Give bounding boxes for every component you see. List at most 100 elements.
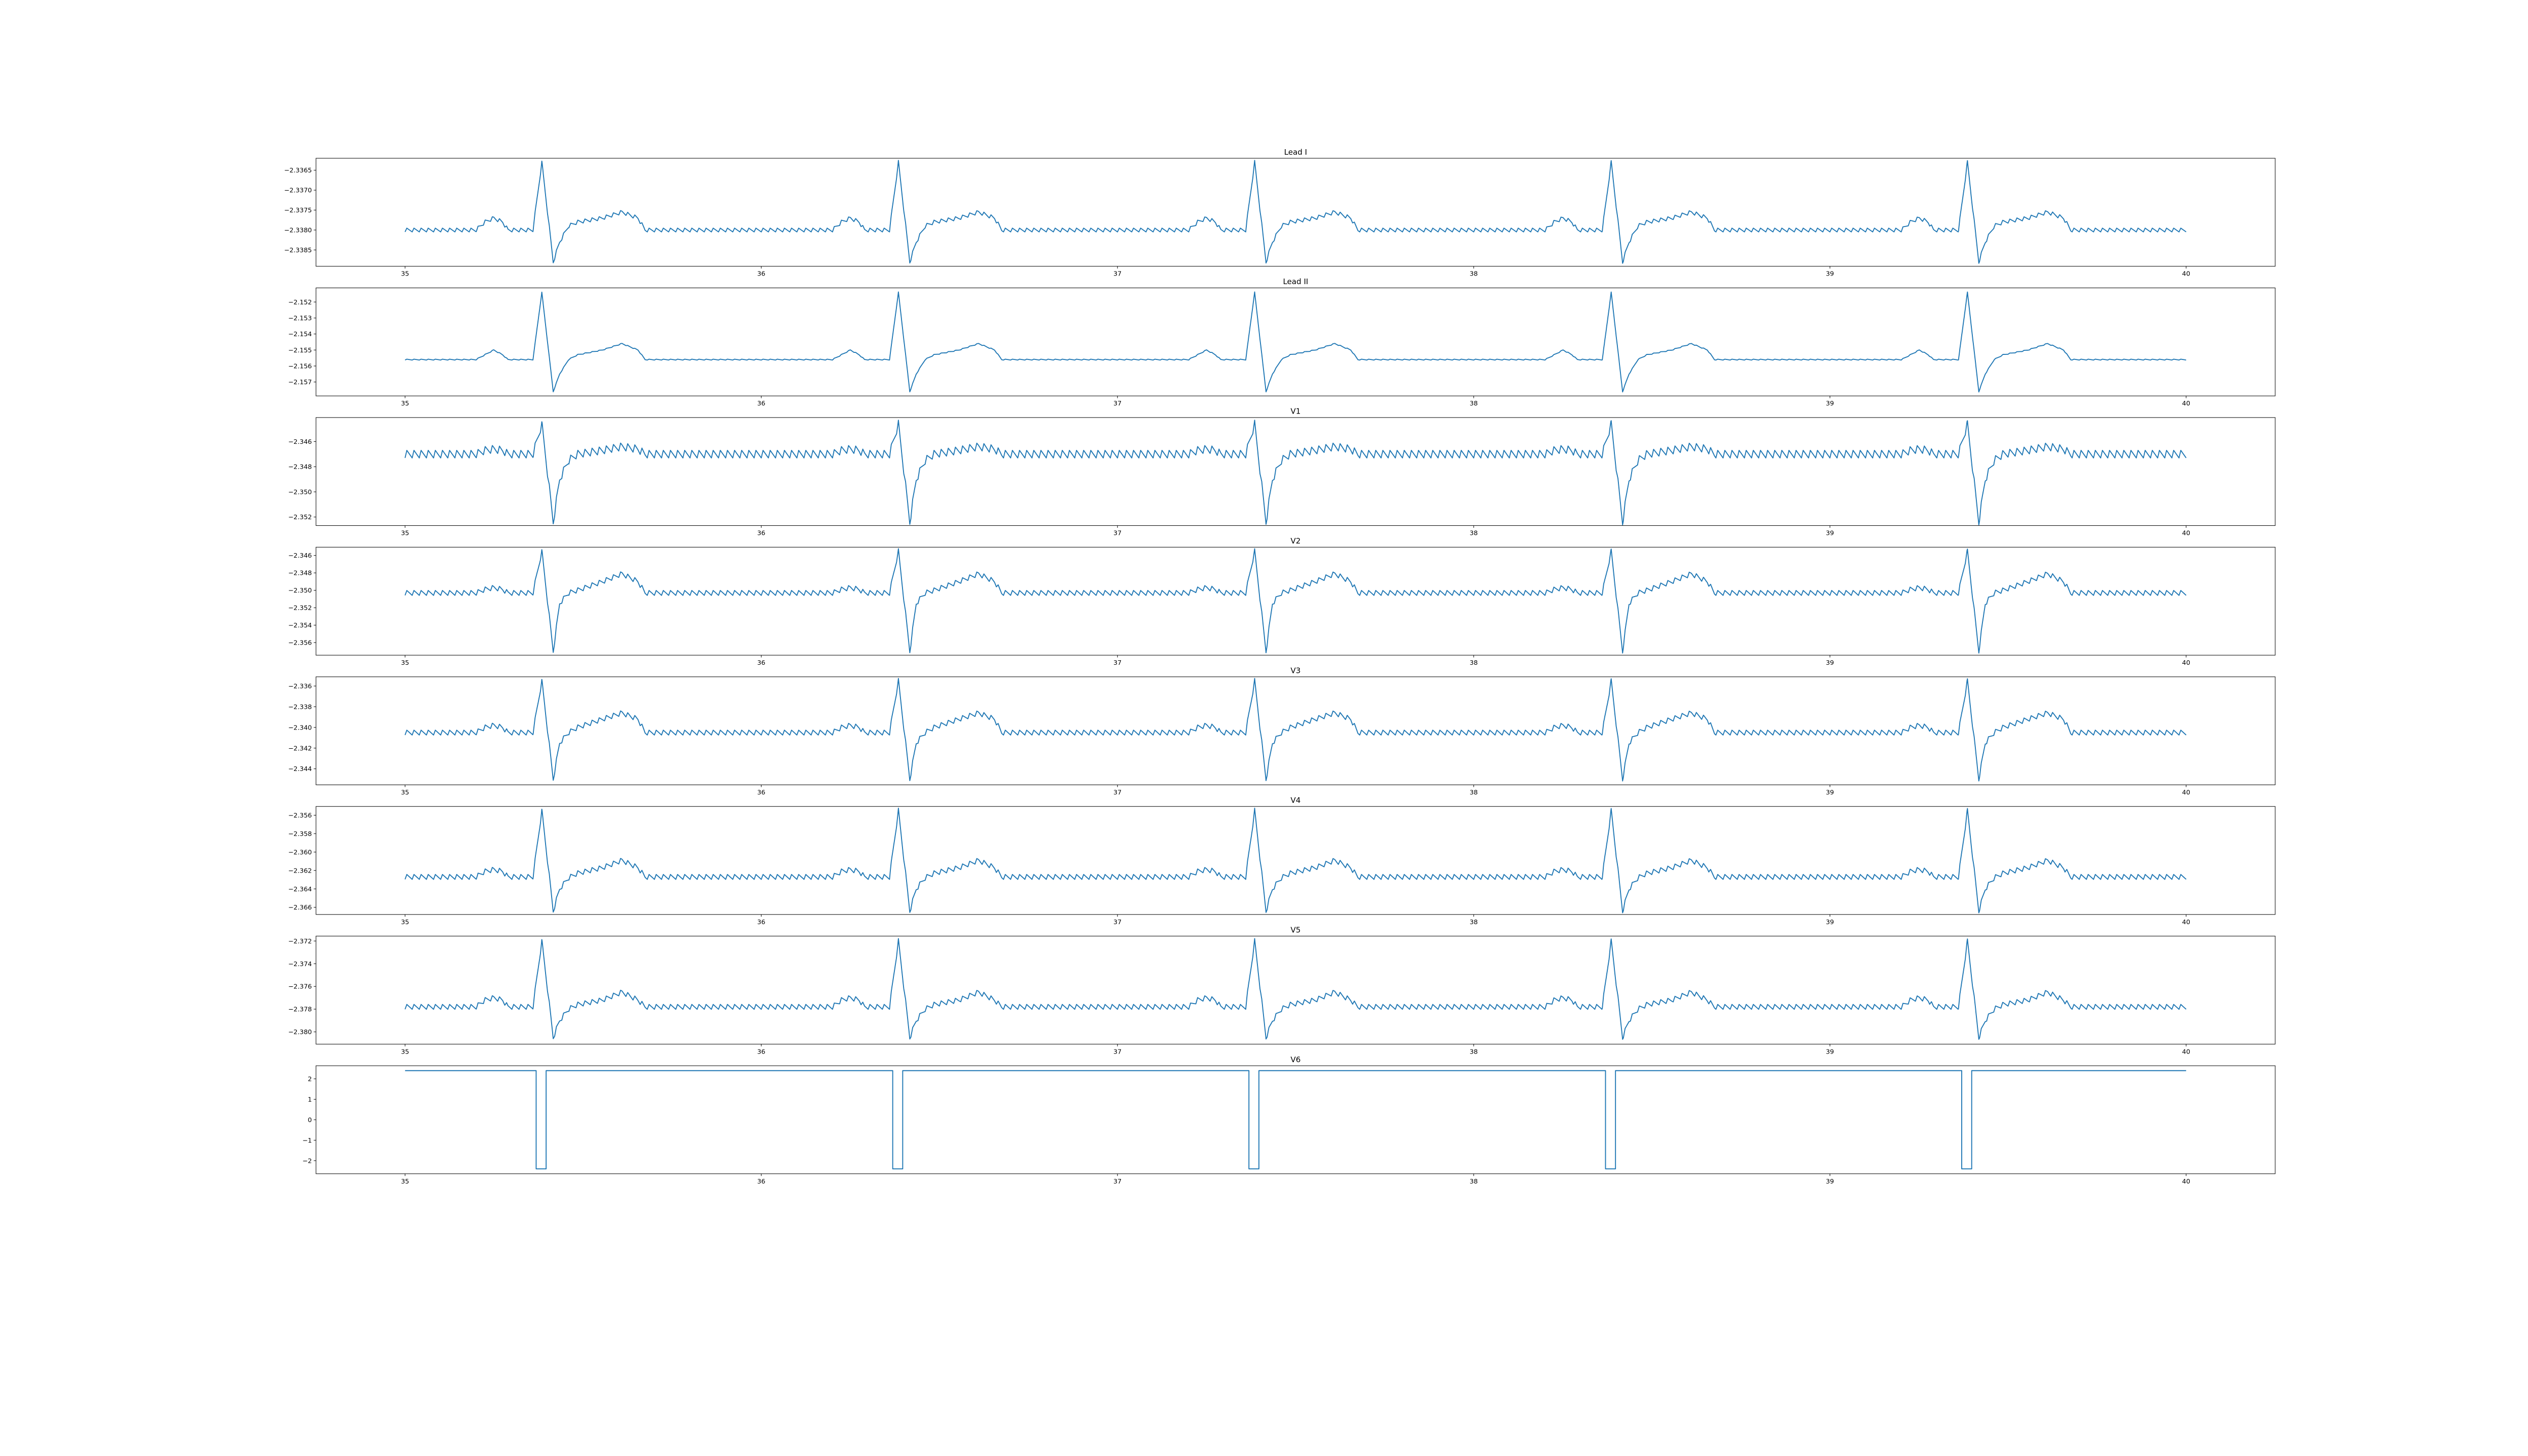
y-tick-label: −2.352 <box>288 513 312 521</box>
axes-frame <box>315 287 2276 396</box>
y-tick-label: −2.362 <box>288 867 312 874</box>
x-tick-label: 37 <box>1113 399 1121 407</box>
y-tick-label: −2.336 <box>288 682 312 690</box>
y-tick-label: −2.356 <box>288 811 312 819</box>
x-tick-label: 38 <box>1470 529 1478 537</box>
y-tick-label: −2.356 <box>288 639 312 647</box>
x-tick-label: 37 <box>1113 788 1121 796</box>
x-tick-label: 36 <box>757 270 765 278</box>
x-tick-label: 40 <box>2182 529 2190 537</box>
subplot-v4: V4 35 36 37 38 39 40 −2.356 −2.358 −2.360 −2.362 −2… <box>288 796 2276 926</box>
x-tick-label: 36 <box>757 788 765 796</box>
x-tick-label: 38 <box>1470 659 1478 666</box>
ecg-trace-line <box>404 160 2187 264</box>
y-tick-label: −2.340 <box>288 723 312 731</box>
x-tick-label: 37 <box>1113 1177 1121 1185</box>
x-tick-label: 36 <box>757 529 765 537</box>
y-tick-label: −1 <box>302 1136 312 1144</box>
x-tick-label: 39 <box>1826 788 1834 796</box>
y-tick-label: 0 <box>308 1116 312 1123</box>
x-tick-label: 40 <box>2182 399 2190 407</box>
x-tick-label: 39 <box>1826 399 1834 407</box>
x-tick-label: 38 <box>1470 1177 1478 1185</box>
x-tick-label: 40 <box>2182 1048 2190 1055</box>
x-tick-label: 36 <box>757 399 765 407</box>
subplot-lead-ii: Lead II 35 36 37 38 39 40 −2.152 −2.153 −2.154 −2.… <box>288 277 2276 407</box>
x-tick-label: 35 <box>401 918 409 926</box>
y-tick-label: −2.380 <box>288 1028 312 1036</box>
y-tick-label: −2.3370 <box>284 187 312 194</box>
subplot-lead-i: Lead I 35 36 37 38 39 40 −2.3365 −2.3370 −2.3375 −… <box>284 148 2276 278</box>
x-tick-label: 37 <box>1113 659 1121 666</box>
axes-frame <box>315 676 2276 785</box>
y-tick-label: −2.157 <box>288 378 312 386</box>
subplot-v2: V2 35 36 37 38 39 40 −2.346 −2.348 −2.350 −2.352 −2… <box>288 536 2276 666</box>
y-tick-label: −2.346 <box>288 438 312 445</box>
y-tick-label: −2.348 <box>288 569 312 577</box>
y-tick-label: −2.3385 <box>284 246 312 254</box>
subplot-v1: V1 35 36 37 38 39 40 −2.346 −2.348 −2.350 −2.352 <box>288 407 2276 537</box>
x-tick-label: 38 <box>1470 399 1478 407</box>
y-tick-label: 2 <box>308 1075 312 1082</box>
ecg-trace-line <box>405 1070 2186 1169</box>
x-tick-label: 39 <box>1826 529 1834 537</box>
figure-background <box>0 0 2528 1319</box>
subplot-v6: V6 35 36 37 38 39 40 2 1 0 −1 −2 <box>302 1055 2276 1185</box>
x-tick-label: 36 <box>757 659 765 666</box>
y-tick-label: −2.358 <box>288 830 312 837</box>
y-tick-label: −2.3380 <box>284 226 312 234</box>
y-tick-label: −2.3365 <box>284 166 312 174</box>
ecg-trace-line <box>404 291 2187 393</box>
ecg-trace-line <box>404 420 2187 526</box>
x-tick-label: 38 <box>1470 788 1478 796</box>
axes-frame <box>315 417 2276 526</box>
y-tick-label: −2.342 <box>288 744 312 752</box>
y-tick-label: −2.354 <box>288 621 312 629</box>
x-tick-label: 40 <box>2182 659 2190 666</box>
y-tick-label: −2.360 <box>288 848 312 856</box>
x-tick-label: 37 <box>1113 918 1121 926</box>
x-tick-label: 35 <box>401 1177 409 1185</box>
y-tick-label: −2.154 <box>288 330 312 338</box>
y-tick-label: −2.350 <box>288 488 312 495</box>
x-tick-label: 38 <box>1470 270 1478 278</box>
y-tick-label: −2.376 <box>288 983 312 990</box>
y-tick-label: −2.156 <box>288 362 312 370</box>
x-tick-label: 35 <box>401 399 409 407</box>
y-tick-label: −2.348 <box>288 463 312 471</box>
axes-frame <box>315 158 2276 267</box>
subplot-title: Lead II <box>1283 277 1308 286</box>
x-tick-label: 38 <box>1470 1048 1478 1055</box>
x-tick-label: 35 <box>401 1048 409 1055</box>
y-tick-label: −2.155 <box>288 346 312 354</box>
ecg-figure: Lead I 35 36 37 38 39 40 −2.3365 −2.3370 −2.3375 −… <box>0 0 2528 1319</box>
x-tick-label: 37 <box>1113 529 1121 537</box>
subplot-title: V1 <box>1291 407 1301 416</box>
x-tick-label: 36 <box>757 1177 765 1185</box>
ecg-trace-line <box>404 938 2187 1040</box>
y-tick-label: −2.374 <box>288 960 312 968</box>
x-tick-label: 36 <box>757 1048 765 1055</box>
x-tick-label: 39 <box>1826 659 1834 666</box>
x-tick-label: 40 <box>2182 918 2190 926</box>
x-tick-label: 37 <box>1113 270 1121 278</box>
x-tick-label: 35 <box>401 529 409 537</box>
subplot-title: Lead I <box>1284 148 1307 157</box>
x-tick-label: 40 <box>2182 270 2190 278</box>
y-tick-label: −2.3375 <box>284 206 312 214</box>
x-tick-label: 40 <box>2182 788 2190 796</box>
y-tick-label: −2.364 <box>288 885 312 893</box>
axes-frame <box>315 936 2276 1044</box>
y-tick-label: −2.153 <box>288 314 312 322</box>
subplot-title: V3 <box>1291 666 1301 675</box>
y-tick-label: −2.372 <box>288 937 312 945</box>
x-tick-label: 37 <box>1113 1048 1121 1055</box>
y-tick-label: −2.378 <box>288 1006 312 1013</box>
x-tick-label: 35 <box>401 659 409 666</box>
subplot-v3: V3 35 36 37 38 39 40 −2.336 −2.338 −2.340 −2.342 −2… <box>288 666 2276 796</box>
x-tick-label: 39 <box>1826 270 1834 278</box>
y-tick-label: −2.350 <box>288 586 312 594</box>
x-tick-label: 39 <box>1826 1048 1834 1055</box>
y-tick-label: −2.344 <box>288 765 312 772</box>
x-tick-label: 39 <box>1826 918 1834 926</box>
